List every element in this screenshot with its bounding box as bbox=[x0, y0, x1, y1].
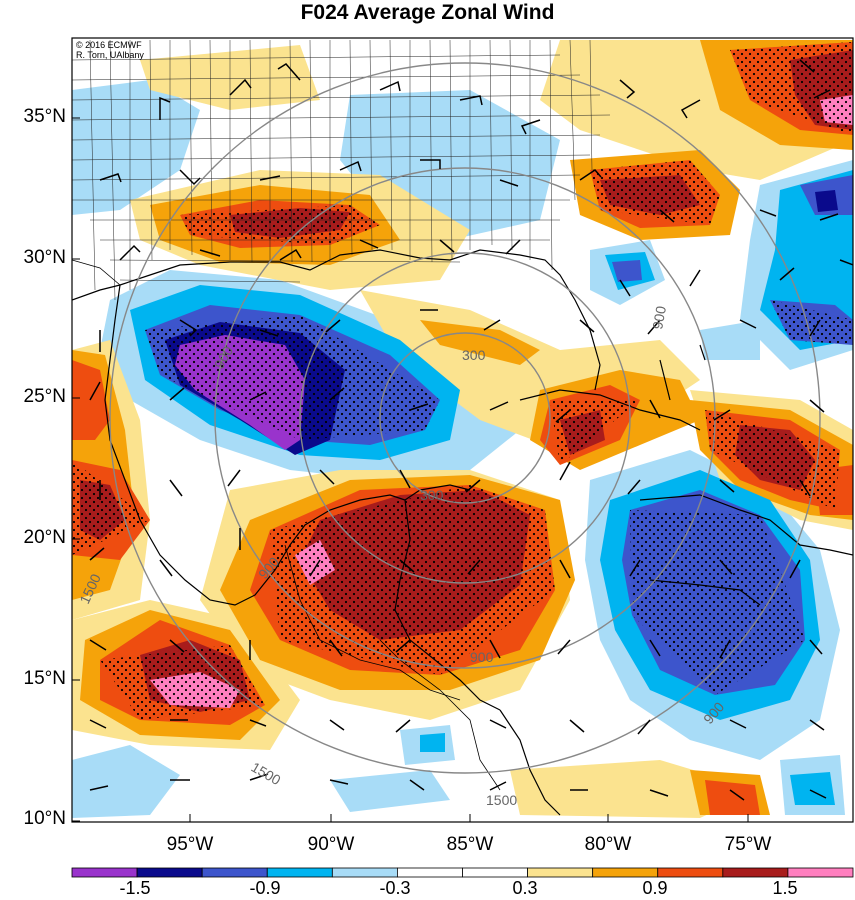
ring-label: 900 bbox=[649, 305, 669, 331]
colorbar-swatch bbox=[331, 867, 398, 878]
colorbar-swatch bbox=[136, 867, 203, 878]
lon-label-90w: 90°W bbox=[307, 834, 355, 855]
ring-label: 300 bbox=[420, 487, 444, 503]
colorbar-label: -0.3 bbox=[379, 878, 411, 898]
colorbar-swatch bbox=[397, 867, 463, 878]
lon-label-75w: 75°W bbox=[724, 834, 772, 855]
colorbar-swatch bbox=[201, 867, 268, 878]
colorbar-swatch bbox=[657, 867, 724, 878]
lon-label-85w: 85°W bbox=[446, 834, 494, 855]
colorbar-swatch bbox=[462, 867, 528, 878]
colorbar-swatch bbox=[592, 867, 659, 878]
colorbar-label: 1.5 bbox=[772, 878, 798, 898]
wind-barbs bbox=[89, 59, 853, 801]
state-county-boundaries bbox=[72, 39, 611, 301]
credit-line-author: R. Torn, UAlbany bbox=[76, 50, 144, 60]
range-rings bbox=[109, 62, 821, 774]
colorbar-label: -0.9 bbox=[249, 878, 281, 898]
colorbar-label: -1.5 bbox=[119, 878, 151, 898]
colorbar-label: 0.3 bbox=[512, 878, 538, 898]
lat-label-20n: 20°N bbox=[23, 527, 66, 548]
colorbar-swatch bbox=[787, 867, 854, 878]
colorbar-label: 0.9 bbox=[642, 878, 668, 898]
colorbar-swatch bbox=[722, 867, 789, 878]
coastlines bbox=[72, 249, 853, 816]
lat-label-25n: 25°N bbox=[23, 386, 66, 407]
colorbar-swatch bbox=[527, 867, 594, 878]
colorbar-swatch bbox=[266, 867, 333, 878]
map-title: F024 Average Zonal Wind bbox=[300, 1, 555, 24]
colorbar-swatch bbox=[71, 867, 138, 878]
lat-label-10n: 10°N bbox=[23, 808, 66, 829]
lat-label-15n: 15°N bbox=[23, 668, 66, 689]
colorbar bbox=[71, 867, 854, 878]
lat-label-35n: 35°N bbox=[23, 106, 66, 127]
lon-ticks bbox=[189, 814, 749, 822]
lat-ticks bbox=[72, 117, 80, 822]
credit-line-copyright: © 2016 ECMWF bbox=[76, 40, 142, 50]
ring-label: 1500 bbox=[486, 792, 517, 808]
credit-box: © 2016 ECMWF R. Torn, UAlbany bbox=[76, 40, 144, 60]
country-borders bbox=[72, 259, 501, 791]
lon-label-95w: 95°W bbox=[166, 834, 214, 855]
map-area: 900 300 900 300 900 900 1500 1500 1500 9… bbox=[72, 38, 853, 822]
lon-label-80w: 80°W bbox=[584, 834, 632, 855]
ring-label: 900 bbox=[470, 649, 494, 665]
lat-label-30n: 30°N bbox=[23, 247, 66, 268]
map-frame bbox=[71, 37, 854, 823]
ring-label: 300 bbox=[462, 347, 486, 363]
